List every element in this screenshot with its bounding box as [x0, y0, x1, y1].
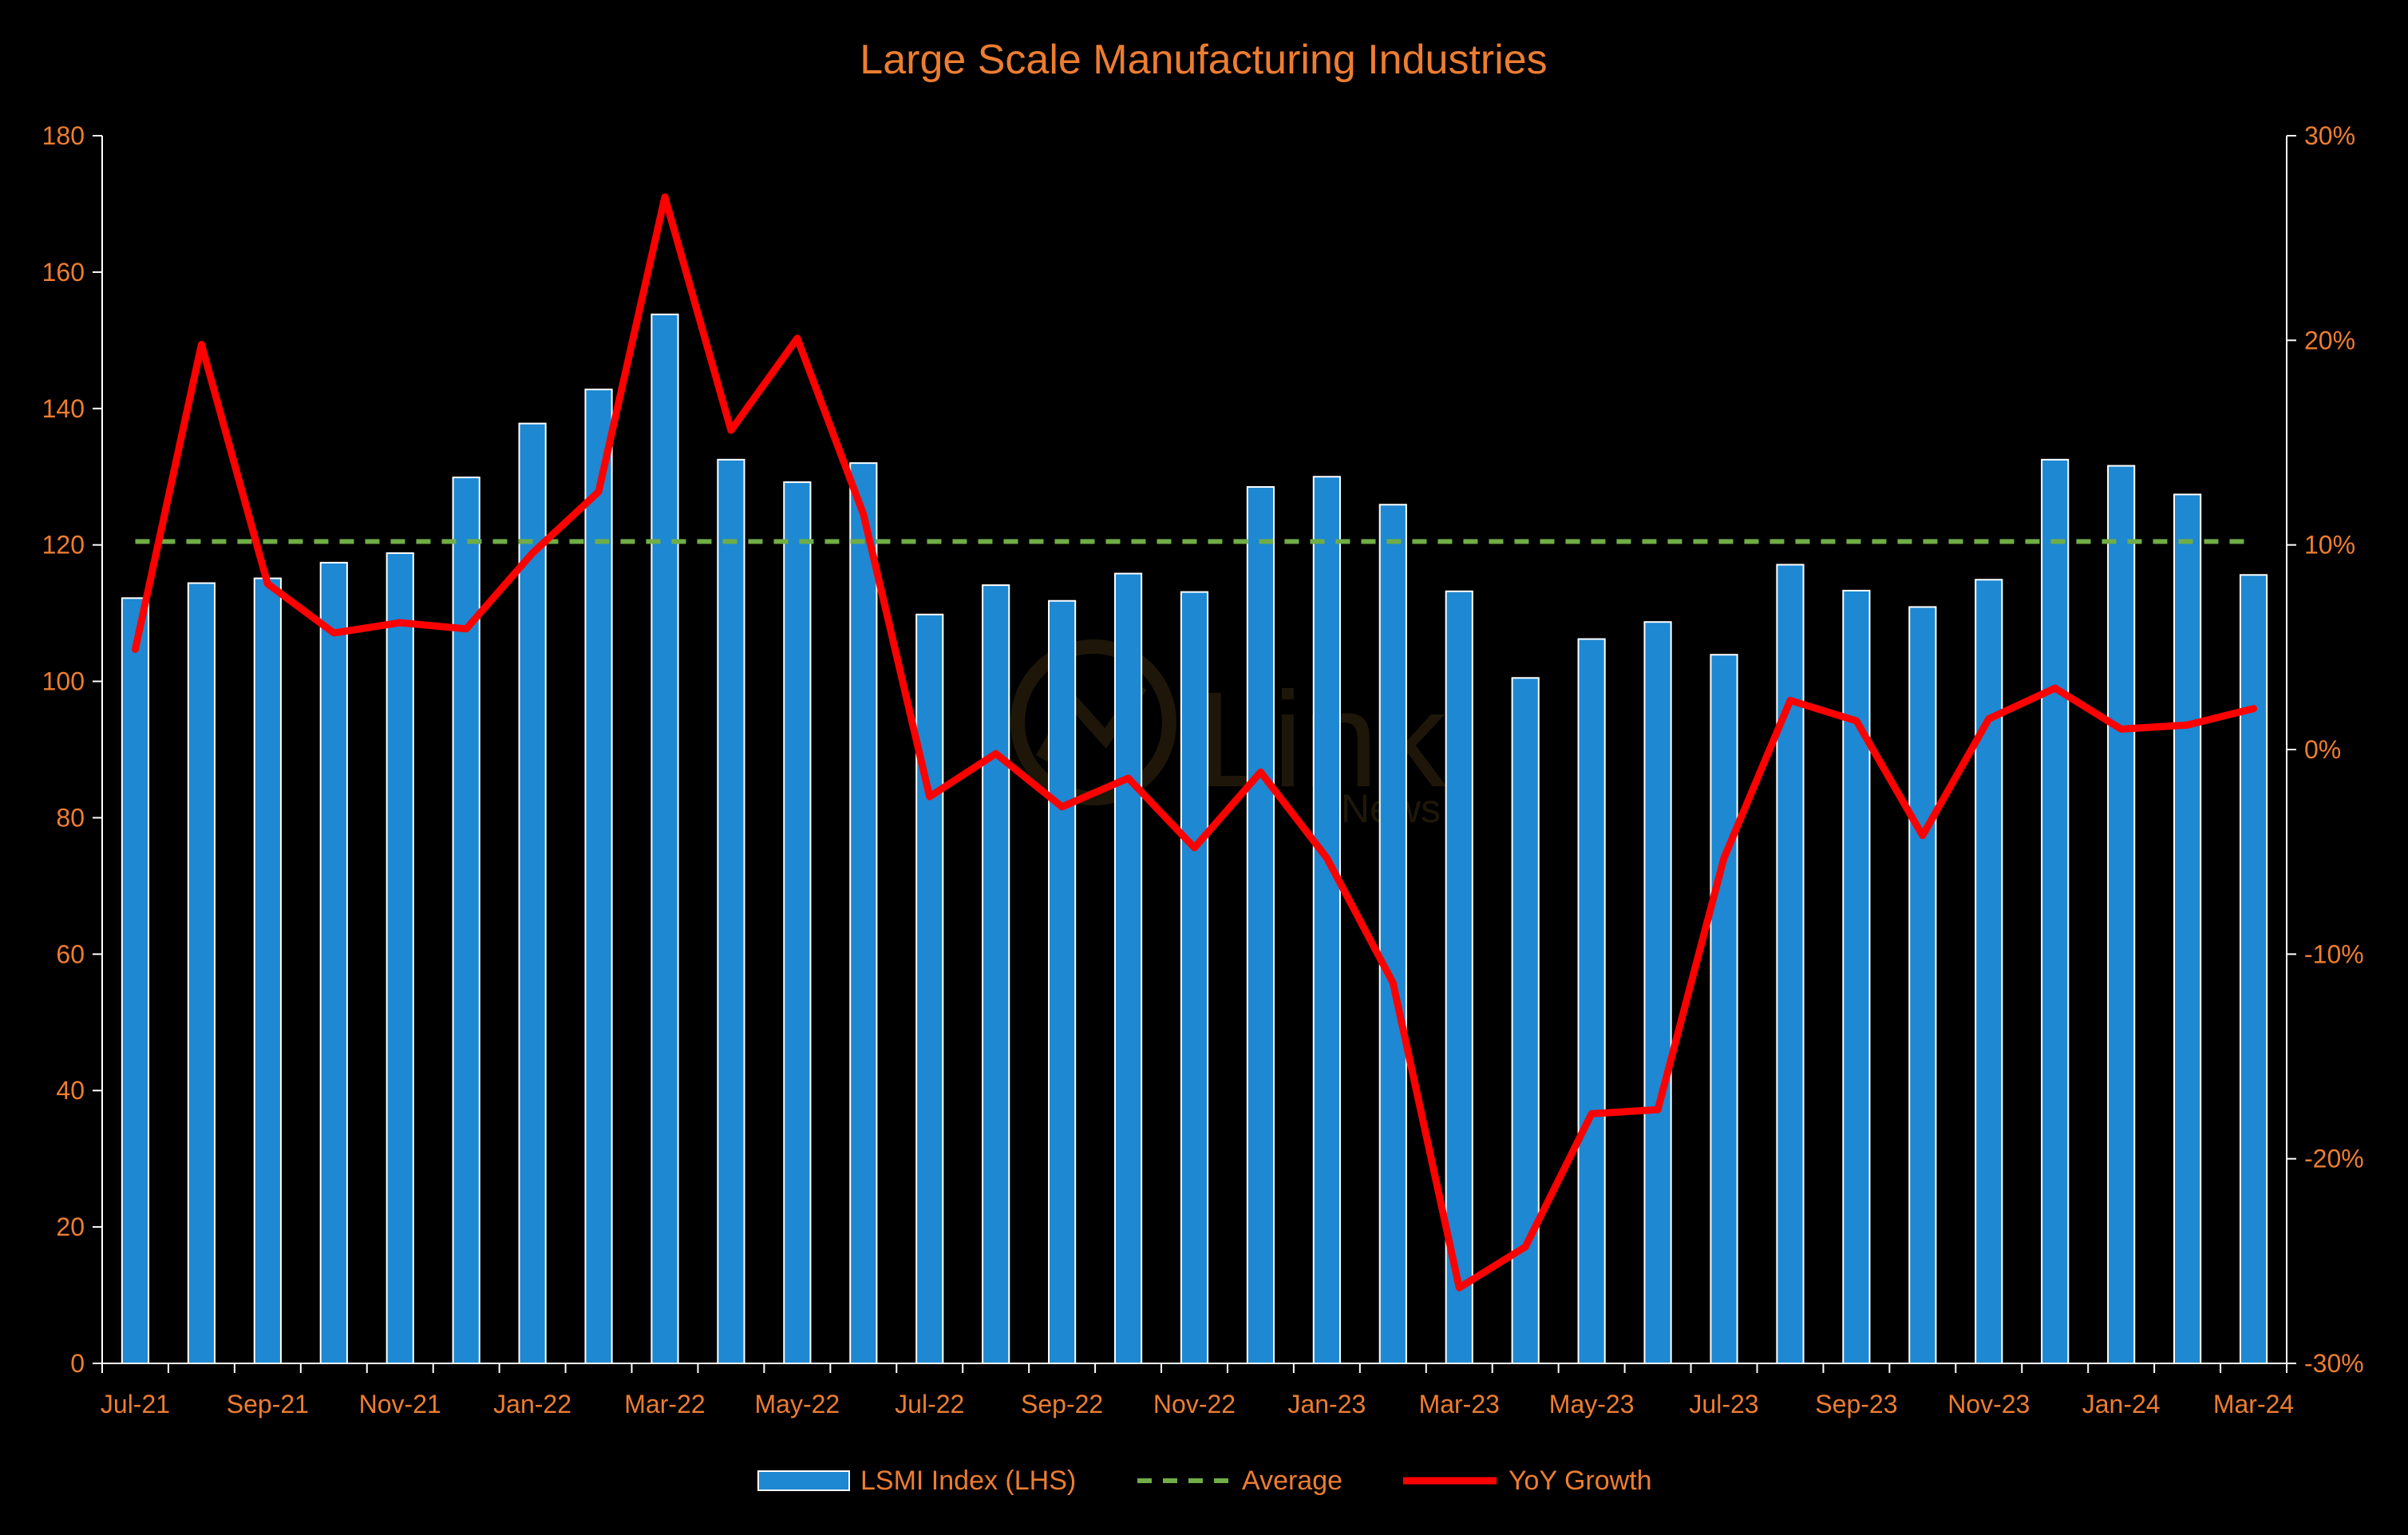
lsmi-bar: [982, 584, 1010, 1364]
x-tick-label: Nov-21: [359, 1390, 441, 1418]
x-tick-label: Nov-23: [1947, 1390, 2030, 1418]
lsmi-bar: [1312, 476, 1341, 1365]
x-tick-label: Mar-22: [624, 1390, 705, 1418]
left-tick-label: 160: [42, 258, 85, 287]
x-tick-label: Jan-22: [493, 1390, 571, 1418]
left-tick-label: 80: [56, 803, 85, 832]
legend-label-lsmi: LSMI Index (LHS): [860, 1466, 1076, 1496]
lsmi-bar: [1378, 504, 1407, 1365]
lsmi-bar: [1246, 486, 1275, 1364]
x-axis: Jul-21 Sep-21 Nov-21 Jan-22 Mar-22 May-22 Jul-…: [101, 1363, 2294, 1418]
x-tick-label: Jul-22: [895, 1390, 964, 1418]
x-tick-label: Sep-22: [1021, 1390, 1103, 1418]
right-axis: -30% -20% -10% 0% 10% 20% 30%: [2286, 121, 2364, 1378]
lsmi-bar: [717, 458, 745, 1364]
lsmi-bar: [2173, 493, 2202, 1365]
lsmi-bar: [1048, 599, 1077, 1364]
left-tick-label: 100: [42, 667, 85, 696]
right-tick-label: 10%: [2304, 531, 2355, 560]
lsmi-bar: [1180, 591, 1209, 1364]
lsmi-bar: [915, 613, 944, 1364]
right-tick-label: 0%: [2304, 735, 2341, 764]
left-tick-label: 20: [56, 1213, 85, 1241]
lsmi-bar: [1776, 564, 1805, 1364]
x-tick-label: Jan-24: [2082, 1390, 2161, 1418]
lsmi-bar: [386, 552, 414, 1364]
x-tick-label: Mar-23: [1419, 1390, 1500, 1418]
x-tick-label: Jul-23: [1689, 1390, 1758, 1418]
lsmi-bar: [783, 481, 812, 1365]
x-tick-label: Jul-21: [101, 1390, 170, 1418]
yoy-line: [132, 193, 2257, 1292]
chart-title: Large Scale Manufacturing Industries: [860, 37, 1547, 83]
lsmi-bar: [452, 477, 480, 1364]
right-tick-label: -30%: [2304, 1349, 2364, 1378]
lsmi-bar: [1511, 677, 1540, 1364]
lsmi-bar: [2239, 574, 2268, 1364]
left-tick-label: 60: [56, 940, 85, 968]
lsmi-bar: [1113, 572, 1143, 1364]
yoy-growth-line: [132, 193, 2257, 1292]
lsmi-bar: [2041, 458, 2070, 1364]
legend-label-average: Average: [1242, 1466, 1342, 1496]
lsmi-bar: [1975, 579, 2003, 1364]
legend: LSMI Index (LHS) Average YoY Growth: [757, 1466, 1652, 1496]
x-tick-label: Sep-23: [1815, 1390, 1897, 1418]
x-tick-label: Mar-24: [2213, 1390, 2294, 1418]
x-tick-label: May-22: [755, 1390, 840, 1418]
lsmi-bar: [518, 422, 547, 1364]
right-tick-label: -10%: [2304, 940, 2364, 968]
lsmi-bar: [1643, 621, 1672, 1364]
lsmi-bar: [121, 597, 150, 1364]
lsmi-bar: [2107, 465, 2136, 1364]
lsmi-bar: [187, 582, 215, 1364]
right-tick-label: -20%: [2304, 1145, 2364, 1173]
lsmi-bar: [1577, 638, 1606, 1364]
lsmi-bar: [319, 561, 348, 1364]
x-tick-label: Jan-23: [1287, 1390, 1366, 1418]
lsmi-bar: [1908, 606, 1937, 1364]
right-tick-label: 30%: [2304, 121, 2355, 150]
x-tick-label: May-23: [1549, 1390, 1635, 1418]
lsmi-bar: [1842, 589, 1871, 1364]
legend-swatch-lsmi: [757, 1470, 850, 1491]
right-tick-label: 20%: [2304, 326, 2355, 354]
left-tick-label: 0: [70, 1349, 85, 1378]
bar-series: [121, 313, 2268, 1365]
x-tick-label: Nov-22: [1153, 1390, 1236, 1418]
left-tick-label: 120: [42, 531, 85, 560]
x-tick-label: Sep-21: [227, 1390, 309, 1418]
left-tick-label: 40: [56, 1076, 85, 1105]
lsmi-bar: [1710, 654, 1738, 1364]
lsmi-bar: [650, 313, 679, 1364]
left-axis: 0 20 40 60 80 100 120 140 160 180: [42, 121, 103, 1378]
lsmi-bar: [849, 462, 878, 1365]
lsmi-bar: [253, 577, 282, 1364]
left-tick-label: 140: [42, 394, 85, 423]
left-tick-label: 180: [42, 121, 85, 150]
legend-label-yoy: YoY Growth: [1508, 1466, 1652, 1496]
lsmi-bar: [584, 388, 613, 1364]
